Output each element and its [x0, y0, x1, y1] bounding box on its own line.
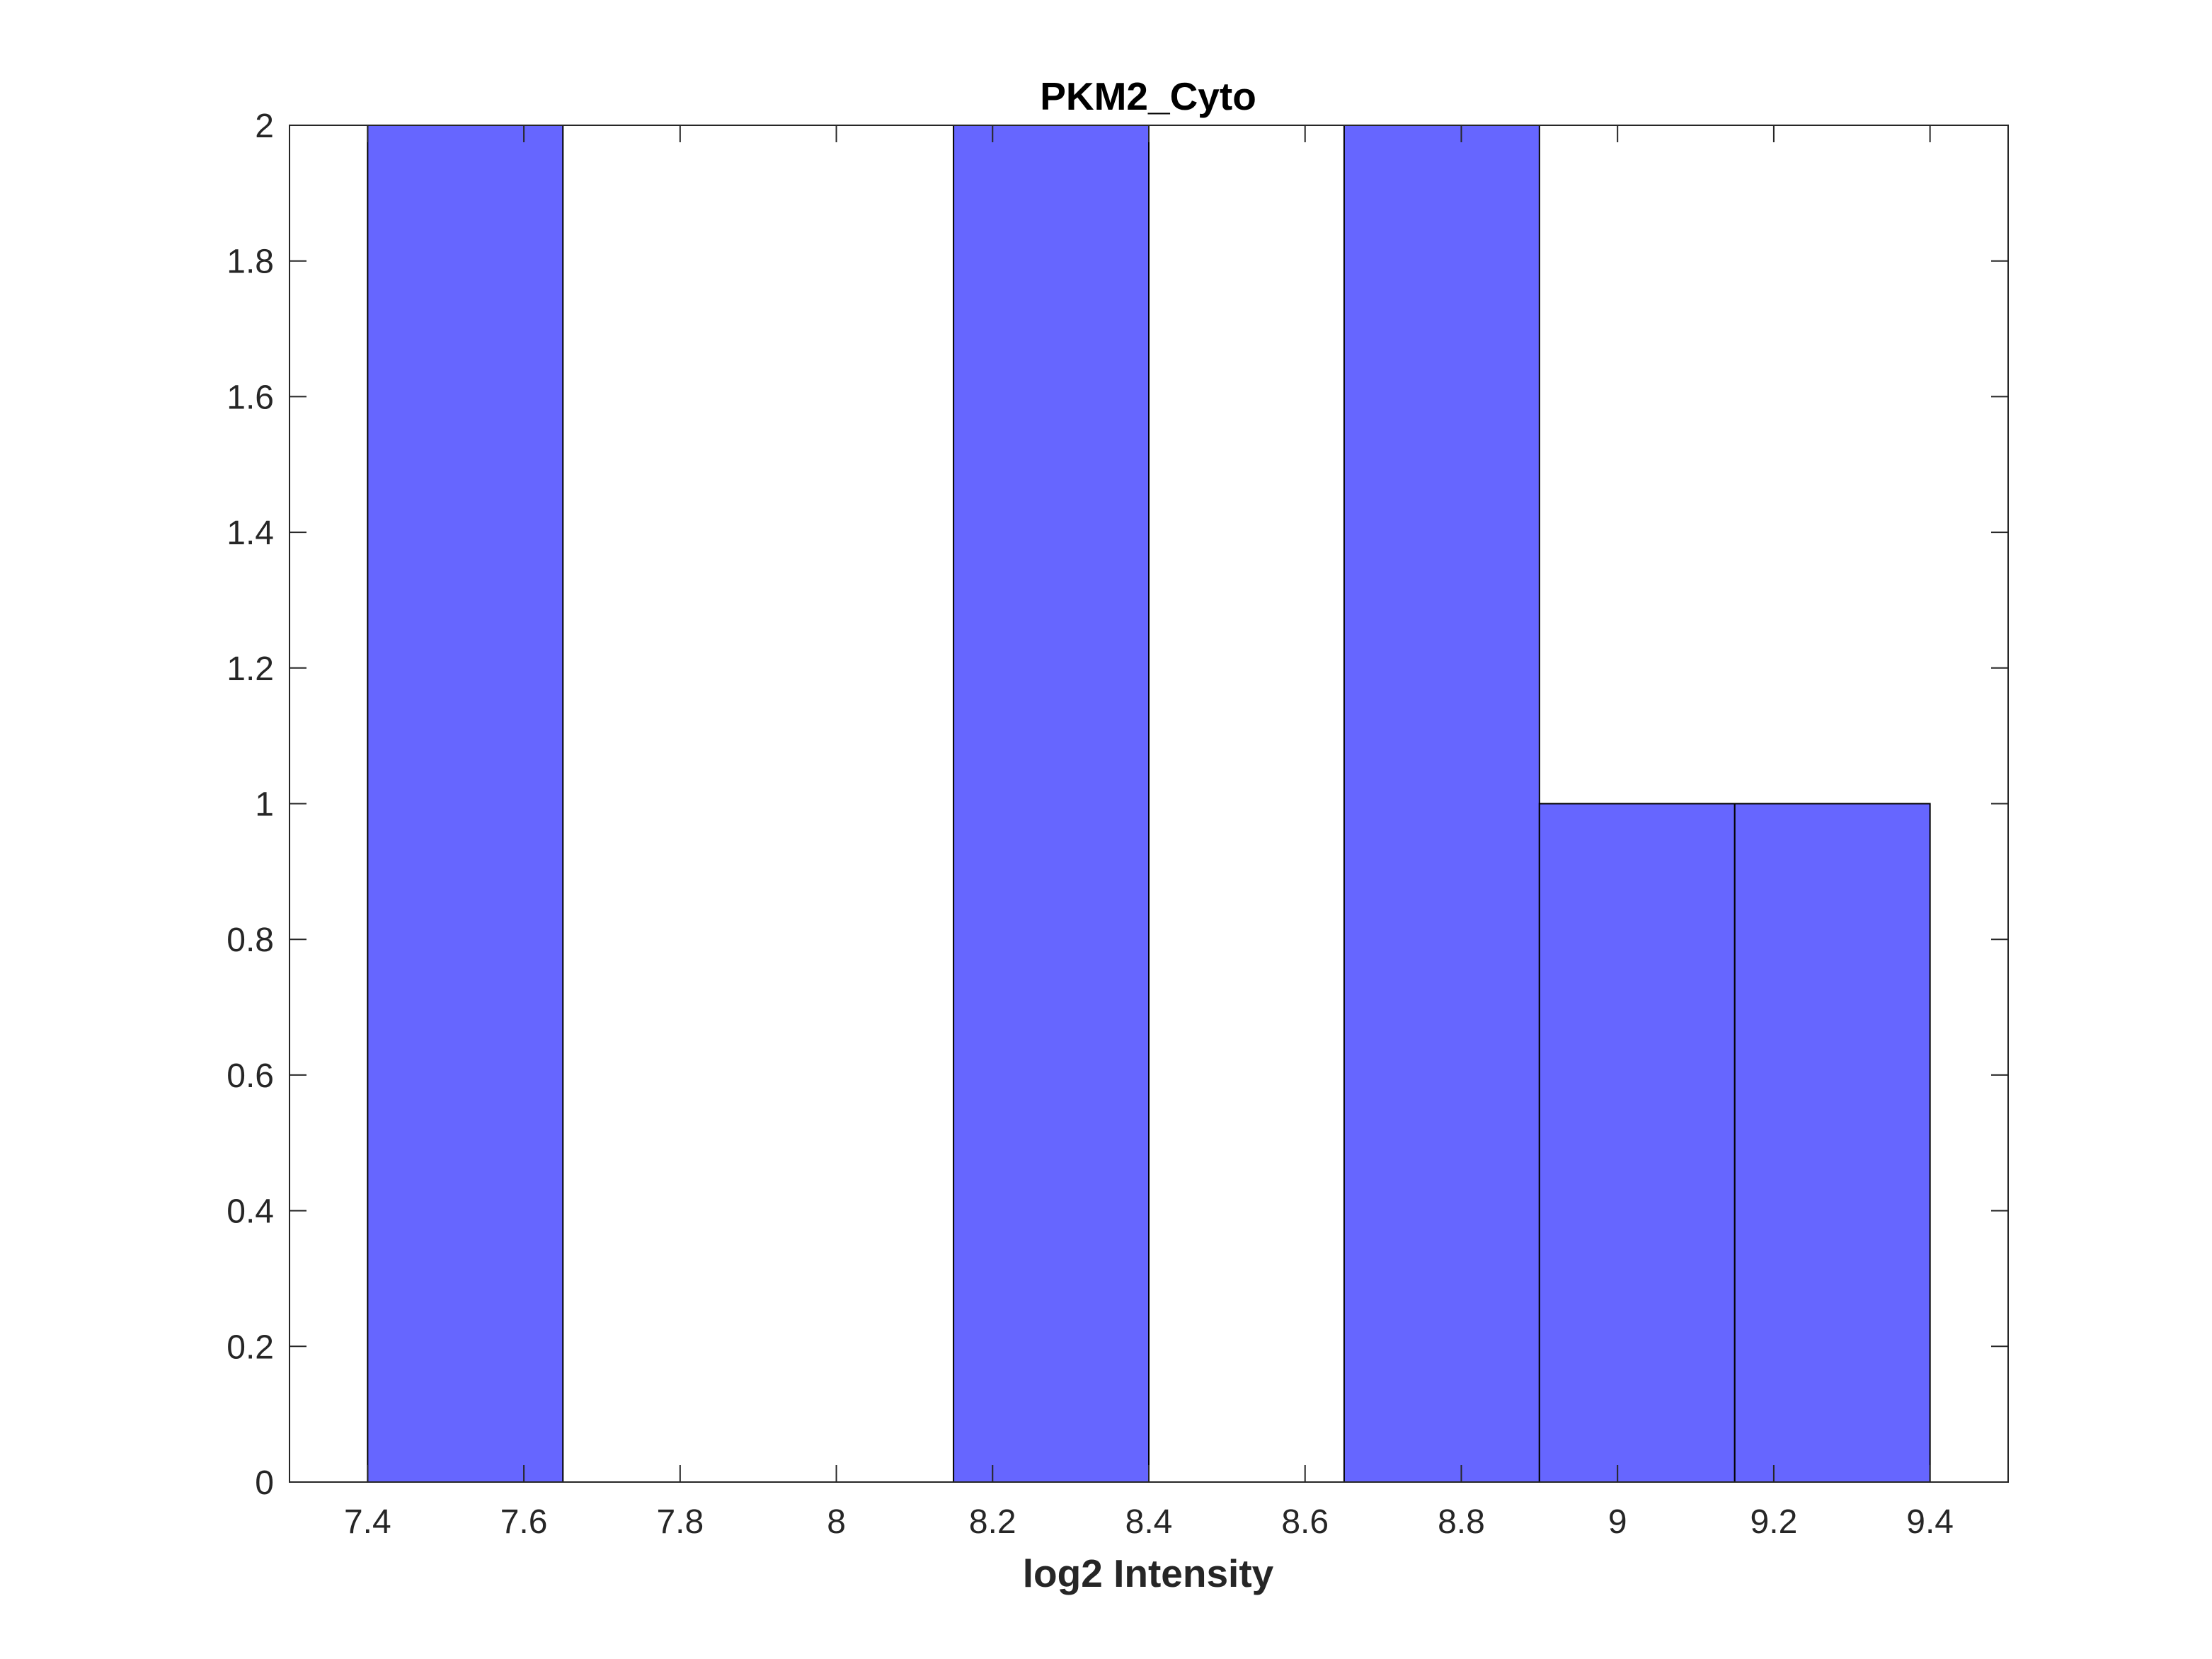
x-tick-labels: 7.4 7.6 7.8 8 8.2 8.4 8.6 8.8 9 9.2 9.4	[344, 1503, 1954, 1541]
y-tick-labels: 0 0.2 0.4 0.6 0.8 1 1.2 1.4 1.6 1.8 2	[227, 108, 274, 1502]
x-tick-label: 7.6	[500, 1503, 548, 1541]
x-axis-label: log2 Intensity	[1023, 1551, 1274, 1595]
x-tick-label: 8.4	[1125, 1503, 1173, 1541]
bars-group	[367, 125, 1931, 1483]
histogram-bar	[1734, 803, 1931, 1483]
y-tick-label: 0.6	[227, 1057, 274, 1095]
y-tick-label: 0	[255, 1464, 274, 1502]
x-tick-label: 8.8	[1438, 1503, 1485, 1541]
y-tick-label: 1.8	[227, 243, 274, 281]
chart-title: PKM2_Cyto	[1040, 74, 1256, 118]
y-tick-label: 2	[255, 108, 274, 145]
y-tick-label: 1.4	[227, 515, 274, 552]
x-tick-label: 8.2	[969, 1503, 1016, 1541]
x-tick-label: 9	[1608, 1503, 1627, 1541]
y-tick-label: 0.8	[227, 922, 274, 959]
histogram-bar	[367, 125, 564, 1483]
plot-area-frame	[289, 125, 2009, 1483]
y-tick-label: 1.2	[227, 650, 274, 688]
y-tick-label: 1	[255, 786, 274, 824]
x-tick-label: 8.6	[1281, 1503, 1329, 1541]
x-tick-label: 7.8	[656, 1503, 704, 1541]
y-tick-label: 1.6	[227, 379, 274, 416]
y-tick-label: 0.4	[227, 1193, 274, 1231]
histogram-bar	[953, 125, 1150, 1483]
x-tick-label: 7.4	[344, 1503, 391, 1541]
y-tick-label: 0.2	[227, 1328, 274, 1366]
x-tick-label: 9.4	[1906, 1503, 1954, 1541]
x-tick-label: 8	[827, 1503, 846, 1541]
histogram-bar	[1343, 125, 1540, 1483]
x-tick-label: 9.2	[1750, 1503, 1798, 1541]
histogram-bar	[1538, 803, 1736, 1483]
